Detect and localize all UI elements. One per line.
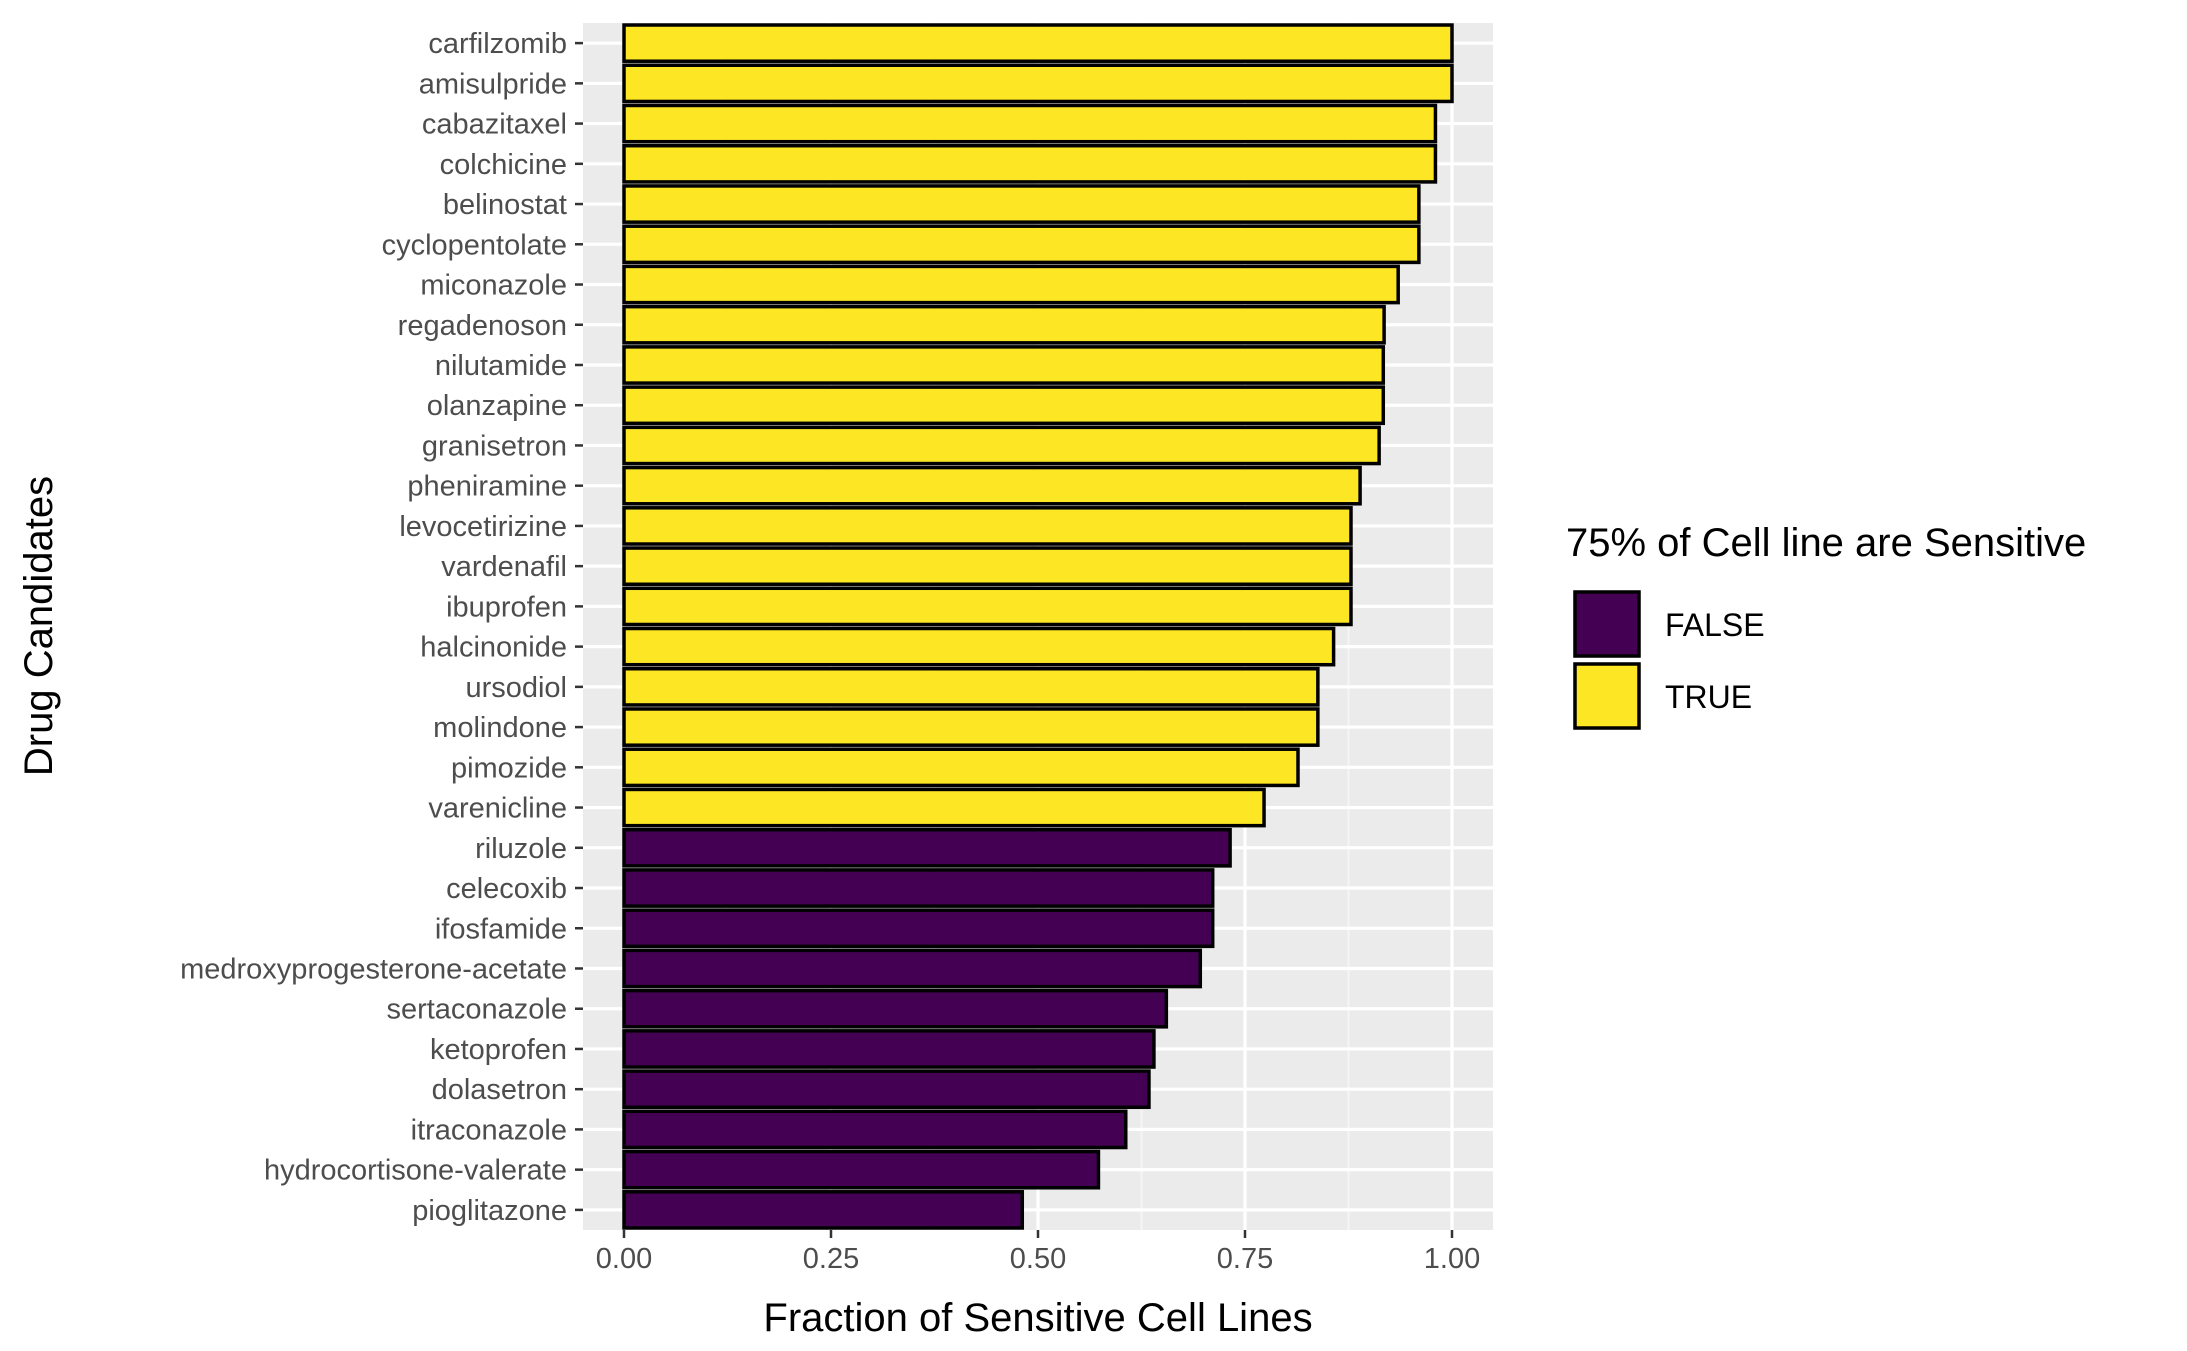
bar-carfilzomib (622, 23, 1454, 63)
x-tick-label: 0.50 (1010, 1243, 1066, 1275)
bar-celecoxib (622, 868, 1215, 908)
bar-hydrocortisone-valerate (622, 1149, 1101, 1190)
bar-belinostat (622, 184, 1421, 224)
bar-itraconazole (622, 1109, 1128, 1150)
bar-vardenafil (622, 546, 1353, 587)
y-tick-label: carfilzomib (428, 28, 567, 60)
y-tick-label: varenicline (428, 793, 567, 825)
y-tick-label: ibuprofen (446, 591, 567, 623)
bar-pimozide (622, 747, 1300, 788)
bar-ketoprofen (622, 1029, 1156, 1069)
legend-swatch-true (1573, 662, 1641, 730)
legend-label-false: FALSE (1665, 607, 1765, 643)
y-axis-title: Drug Candidates (17, 476, 61, 776)
y-tick-label: medroxyprogesterone-acetate (180, 953, 567, 985)
y-tick-label: celecoxib (446, 873, 567, 905)
y-tick-label: colchicine (440, 149, 567, 181)
bar-varenicline (622, 787, 1266, 828)
x-tick-label: 1.00 (1424, 1243, 1480, 1275)
y-tick-label: ketoprofen (430, 1034, 567, 1066)
bar-cyclopentolate (622, 224, 1421, 265)
y-tick-label: nilutamide (435, 350, 567, 382)
legend-title: 75% of Cell line are Sensitive (1566, 521, 2086, 565)
bar-medroxyprogesterone-acetate (622, 948, 1203, 989)
bar-riluzole (622, 827, 1232, 868)
y-tick-label: pioglitazone (412, 1195, 567, 1227)
y-tick-label: olanzapine (427, 390, 567, 422)
bar-granisetron (622, 425, 1381, 466)
y-tick-label: levocetirizine (399, 511, 567, 543)
bar-halcinonide (622, 626, 1336, 667)
y-tick-label: miconazole (420, 270, 567, 302)
bar-olanzapine (622, 385, 1386, 426)
legend-swatch-false (1573, 590, 1641, 658)
x-axis-title: Fraction of Sensitive Cell Lines (763, 1296, 1312, 1340)
y-tick-label: cyclopentolate (382, 229, 567, 261)
y-tick-label: ursodiol (465, 672, 567, 704)
bar-amisulpride (622, 63, 1454, 104)
y-tick-label: itraconazole (411, 1114, 567, 1146)
x-tick-label: 0.75 (1217, 1243, 1273, 1275)
bar-nilutamide (622, 345, 1386, 385)
bar-miconazole (622, 264, 1400, 305)
y-tick-label: granisetron (422, 430, 567, 462)
x-tick-label: 0.00 (596, 1243, 652, 1275)
legend-entries: FALSE TRUE (1573, 590, 1765, 730)
y-tick-label: sertaconazole (386, 994, 567, 1026)
bar-regadenoson (622, 304, 1386, 345)
bar-ibuprofen (622, 586, 1353, 627)
y-tick-label: belinostat (443, 189, 567, 221)
y-tick-label: hydrocortisone-valerate (264, 1155, 567, 1187)
y-tick-label: amisulpride (419, 68, 567, 100)
y-tick-label: pimozide (451, 752, 567, 784)
y-tick-label: vardenafil (441, 551, 567, 583)
bar-ifosfamide (622, 908, 1215, 949)
legend-label-true: TRUE (1665, 679, 1752, 715)
x-axis: 0.00 0.25 0.50 0.75 1.00 (596, 1230, 1480, 1275)
x-tick-label: 0.25 (803, 1243, 859, 1275)
y-tick-label: molindone (433, 712, 567, 744)
bar-dolasetron (622, 1069, 1151, 1110)
y-tick-label: cabazitaxel (422, 109, 567, 141)
bar-colchicine (622, 143, 1438, 184)
y-tick-label: regadenoson (398, 310, 567, 342)
bar-ursodiol (622, 666, 1320, 707)
y-tick-label: dolasetron (432, 1074, 567, 1106)
y-tick-label: pheniramine (407, 471, 567, 503)
bar-molindone (622, 707, 1320, 747)
y-tick-label: halcinonide (420, 632, 567, 664)
bar-pioglitazone (622, 1190, 1025, 1230)
legend: 75% of Cell line are Sensitive FALSE TRUE (1566, 521, 2086, 730)
bar-sertaconazole (622, 988, 1169, 1029)
y-axis: carfilzomib amisulpride cabazitaxel colchic… (180, 28, 583, 1227)
bar-levocetirizine (622, 506, 1353, 546)
y-tick-label: riluzole (475, 833, 567, 865)
bars-layer (622, 23, 1454, 1230)
y-tick-label: ifosfamide (435, 913, 567, 945)
bar-cabazitaxel (622, 103, 1438, 144)
bar-pheniramine (622, 465, 1362, 506)
